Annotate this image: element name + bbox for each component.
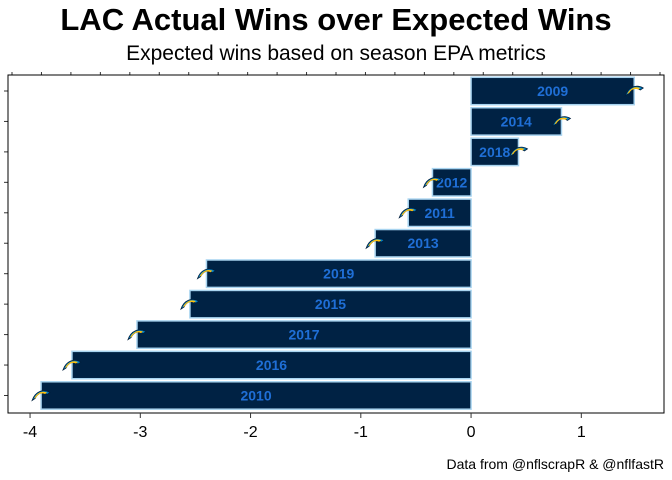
bar-label-2016: 2016 xyxy=(256,357,287,373)
bar-label-2018: 2018 xyxy=(479,144,510,160)
bar-label-2017: 2017 xyxy=(288,327,319,343)
bar-label-2013: 2013 xyxy=(408,235,439,251)
bar-2014 xyxy=(470,106,563,136)
chart-caption: Data from @nflscrapR & @nflfastR xyxy=(446,456,665,472)
chargers-bolt-icon xyxy=(624,85,644,97)
chart-title: LAC Actual Wins over Expected Wins xyxy=(60,2,612,37)
x-tick-label: 1 xyxy=(577,424,586,441)
bar-label-2010: 2010 xyxy=(240,387,271,403)
chargers-bolt-icon xyxy=(551,116,572,128)
bar-2010 xyxy=(40,381,472,410)
chargers-bolt-icon xyxy=(127,329,147,341)
bar-label-2011: 2011 xyxy=(424,205,455,221)
x-tick-label: 0 xyxy=(467,424,476,441)
chargers-bolt-icon xyxy=(508,146,529,158)
bar-label-2009: 2009 xyxy=(537,83,568,99)
bar-2018 xyxy=(470,137,520,167)
bar-2015 xyxy=(189,289,472,319)
bar-label-2015: 2015 xyxy=(315,296,346,312)
bar-label-2019: 2019 xyxy=(323,266,354,282)
bar-2019 xyxy=(205,259,472,289)
bar-2013 xyxy=(374,228,472,258)
chargers-bolt-icon xyxy=(365,238,385,250)
left-axis-ticks xyxy=(4,90,8,396)
x-tick-label: -2 xyxy=(243,424,257,441)
bar-labels-group: 2009 2014 2018 2012 2011 2013 2019 2015 20172016… xyxy=(240,83,568,404)
bar-2016 xyxy=(71,350,472,380)
chargers-bolt-icon xyxy=(62,359,82,372)
plot-panel-border xyxy=(7,74,665,414)
chargers-bolt-icon xyxy=(180,299,200,311)
chargers-bolt-icon xyxy=(422,177,443,189)
x-tick-label: -1 xyxy=(354,424,368,441)
chargers-bolt-icon xyxy=(196,268,217,280)
bar-2017 xyxy=(136,320,472,350)
chart-subtitle: Expected wins based on season EPA metric… xyxy=(126,42,546,65)
chargers-bolt-icon xyxy=(31,390,51,402)
bar-label-2012: 2012 xyxy=(436,174,467,190)
bar-label-2014: 2014 xyxy=(501,113,532,129)
x-tick-label: -4 xyxy=(23,424,37,441)
bar-2009 xyxy=(470,76,635,106)
x-axis: -4 -3 -2 -1 0 1 xyxy=(23,413,586,441)
logos-group xyxy=(31,85,644,402)
chargers-bolt-icon xyxy=(398,207,418,219)
bars-group xyxy=(40,76,635,410)
x-tick-label: -3 xyxy=(133,424,147,441)
bar-2011 xyxy=(407,198,472,228)
bar-2012 xyxy=(431,167,472,197)
